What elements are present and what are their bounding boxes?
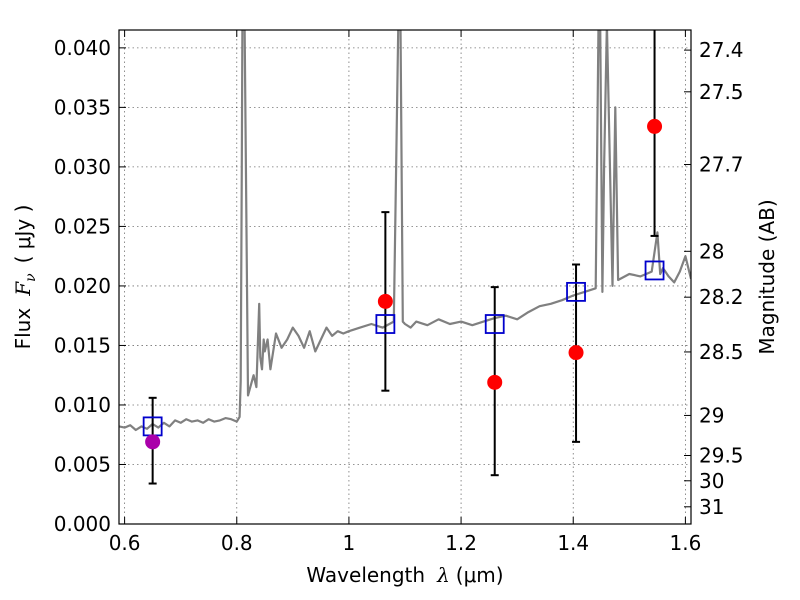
x-axis-label-unit: (μm) — [456, 563, 504, 587]
spectrum-line — [119, 30, 691, 432]
x-axis-label-lambda: λ — [436, 563, 450, 587]
y-tick-label: 0.035 — [54, 95, 111, 119]
model-point — [566, 281, 586, 302]
y2-tick-label: 29 — [699, 403, 724, 427]
spectrum-series — [119, 30, 691, 432]
y-axis-label-prefix: Flux — [11, 308, 35, 350]
x-axis-ticks: 0.6 0.8 1 1.2 1.4 1.6 — [109, 30, 701, 555]
x-tick-label: 1.4 — [557, 531, 589, 555]
x-axis-label-prefix: Wavelength — [306, 563, 425, 587]
y-tick-label: 0.000 — [54, 512, 111, 536]
observed-point — [377, 293, 393, 309]
y2-tick-label: 30 — [699, 469, 724, 493]
x-axis-label: Wavelength λ (μm) — [306, 563, 503, 587]
model-point — [644, 260, 665, 281]
y-tick-label: 0.025 — [54, 214, 111, 238]
model-point — [484, 314, 505, 334]
x-tick-label: 1.6 — [669, 531, 701, 555]
y-axis-ticks: 0.000 0.005 0.010 0.015 0.020 0.025 0.030 0.035… — [54, 36, 126, 536]
observed-point — [568, 345, 584, 361]
y-axis-label-subscript: ν — [23, 273, 39, 282]
y2-axis-label: Magnitude (AB) — [755, 199, 779, 354]
y2-tick-label: 27.4 — [699, 38, 744, 62]
x-tick-label: 0.8 — [221, 531, 253, 555]
observed-point — [647, 118, 663, 134]
y-tick-label: 0.005 — [54, 452, 111, 476]
y2-tick-label: 27.5 — [699, 80, 744, 104]
y-tick-label: 0.020 — [54, 274, 111, 298]
x-tick-label: 0.6 — [109, 531, 141, 555]
y-axis-label-symbol: F — [11, 281, 35, 297]
y2-tick-label: 29.5 — [699, 444, 744, 468]
errorbars — [148, 30, 659, 485]
y-tick-label: 0.010 — [54, 393, 111, 417]
x-tick-label: 1.2 — [445, 531, 477, 555]
plot-frame — [118, 29, 692, 525]
y-axis-label-unit: ( μJy ) — [11, 205, 35, 264]
model-point — [375, 314, 396, 334]
y-tick-label: 0.015 — [54, 333, 111, 357]
y-axis-label: Flux Fν ( μJy ) — [11, 205, 39, 350]
y2-tick-label: 31 — [699, 495, 724, 519]
observed-point — [145, 434, 161, 450]
y2-tick-label: 28.5 — [699, 340, 744, 364]
observed-points — [145, 118, 663, 450]
y2-tick-label: 28.2 — [699, 285, 744, 309]
y-tick-label: 0.040 — [54, 36, 111, 60]
y2-tick-label: 28 — [699, 239, 724, 263]
y-tick-label: 0.030 — [54, 155, 111, 179]
y2-tick-label: 27.7 — [699, 153, 744, 177]
x-tick-label: 1 — [343, 531, 356, 555]
observed-point — [487, 374, 503, 390]
